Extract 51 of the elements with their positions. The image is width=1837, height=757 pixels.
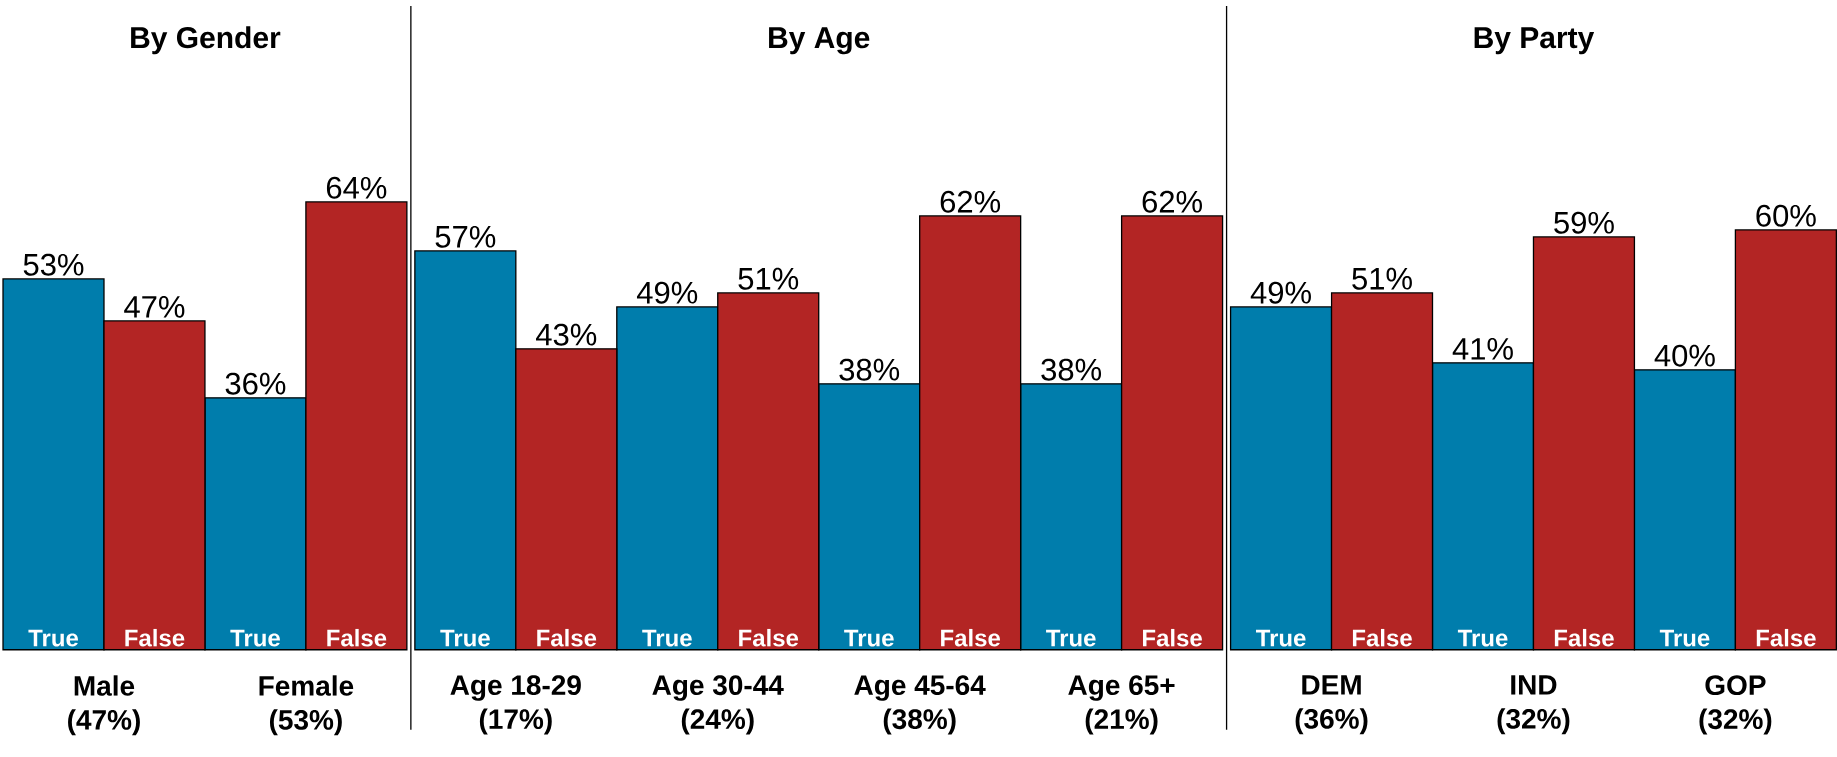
text: False	[1756, 629, 1816, 647]
text: False	[1554, 629, 1614, 647]
text: True	[1046, 629, 1096, 647]
chart-title: By Age	[769, 27, 870, 55]
x-tick-label: DEM (36%)	[1295, 675, 1368, 735]
series-label: False	[537, 629, 597, 647]
x-tick-label: Age 30-44 (24%)	[652, 675, 784, 735]
data-label: 38%	[839, 358, 900, 381]
data-label: 60%	[1756, 204, 1816, 227]
chart-title: By Party	[1474, 27, 1595, 55]
series-label: False	[1352, 629, 1412, 647]
data-label: 40%	[1654, 344, 1715, 367]
data-label: 36%	[225, 372, 286, 395]
data-label: 57%	[435, 226, 496, 248]
series-label: False	[125, 629, 185, 647]
chart-title: By Gender	[131, 26, 281, 55]
data-label: 38%	[1041, 358, 1102, 381]
data-label: 51%	[1352, 268, 1412, 290]
series-label: True	[440, 629, 490, 647]
data-label: 53%	[23, 253, 84, 276]
text: False	[327, 629, 387, 647]
x-tick-label: Age 18-29 (17%)	[450, 675, 581, 735]
series-label: True	[28, 629, 79, 647]
data-label: 62%	[940, 190, 1001, 213]
data-label: 43%	[536, 323, 597, 346]
text: True	[844, 629, 894, 647]
text: True	[1659, 629, 1710, 647]
text: True	[642, 629, 692, 647]
x-tick-label: Age 65+ (21%)	[1068, 675, 1175, 735]
data-label: 47%	[124, 296, 185, 318]
bar	[1532, 236, 1636, 651]
bar	[1330, 292, 1434, 651]
text: False	[739, 629, 799, 647]
x-tick-label: Male (47%)	[68, 675, 140, 736]
x-tick-label: Female (53%)	[259, 675, 354, 736]
series-label: True	[1255, 629, 1306, 647]
text: True	[1457, 629, 1508, 647]
data-label: 49%	[636, 281, 698, 304]
x-tick-label: Age 45-64 (38%)	[854, 675, 986, 735]
data-label: 59%	[1554, 211, 1614, 234]
data-label: 49%	[1250, 281, 1311, 304]
data-label: 62%	[1142, 190, 1202, 213]
text: False	[941, 629, 1001, 647]
bar	[1734, 229, 1837, 651]
text: True	[230, 629, 280, 647]
text: False	[1143, 629, 1202, 647]
x-tick-label: GOP (32%)	[1699, 675, 1772, 735]
data-label: 51%	[738, 268, 799, 290]
x-tick-label: IND (32%)	[1497, 675, 1570, 735]
data-label: 64%	[326, 176, 387, 199]
data-label: 41%	[1452, 338, 1513, 360]
